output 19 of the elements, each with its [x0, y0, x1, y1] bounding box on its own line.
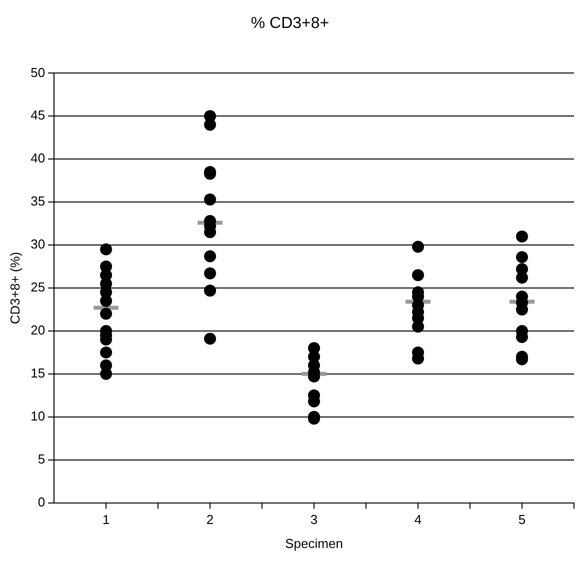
chart-title: % CD3+8+: [250, 15, 330, 32]
y-tick-label: 5: [38, 451, 46, 466]
y-tick-label: 10: [30, 408, 46, 424]
x-tick-label: 1: [102, 512, 110, 528]
x-tick-label: 2: [206, 512, 214, 528]
x-tick-label: 4: [414, 512, 422, 528]
y-tick-label: 30: [30, 236, 46, 252]
y-tick-label: 20: [30, 322, 46, 338]
y-tick-label: 15: [30, 366, 46, 380]
y-tick-label: 35: [30, 194, 46, 209]
y-tick-label: 50: [30, 64, 46, 80]
x-tick-label: 5: [518, 512, 526, 528]
y-tick-label: 45: [30, 108, 46, 123]
x-axis-title: Specimen: [285, 536, 343, 551]
y-tick-label: 25: [30, 280, 46, 295]
y-tick-label: 0: [38, 494, 46, 510]
y-tick-label: 40: [30, 150, 46, 166]
y-axis-title: CD3+8+ (%): [7, 252, 22, 324]
x-tick-label: 3: [310, 512, 318, 528]
